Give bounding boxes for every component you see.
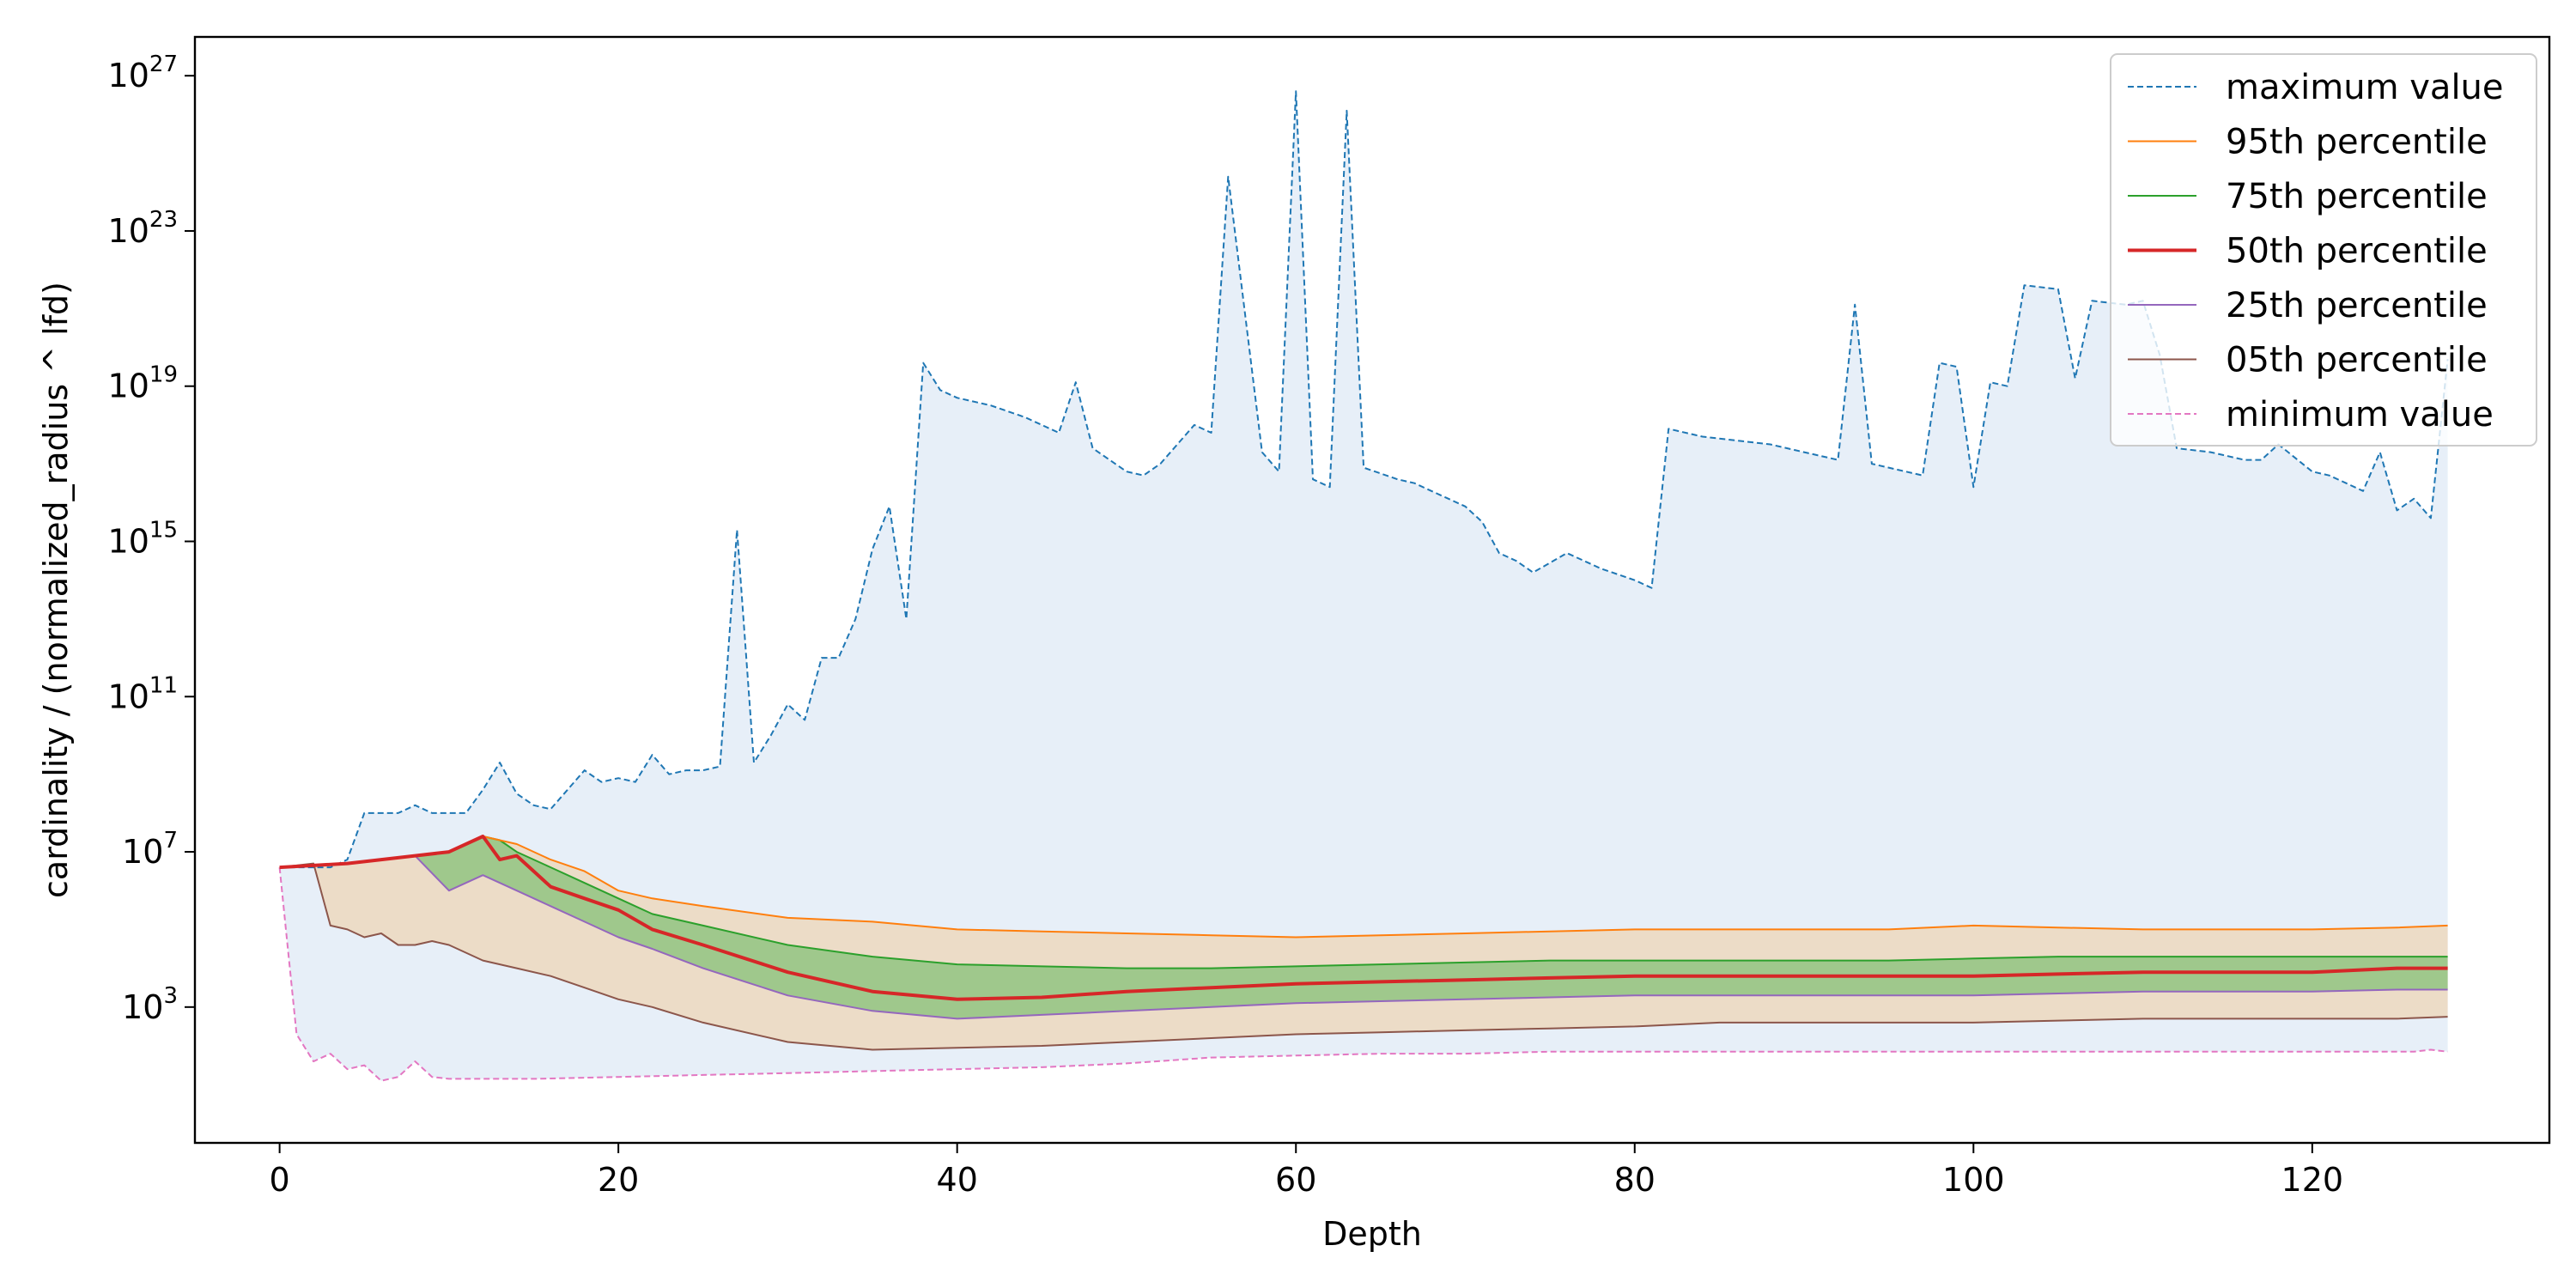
x-tick-label: 120 [2281,1161,2344,1199]
legend-box [2110,53,2537,447]
y-tick-label: 1019 [108,362,178,405]
x-tick-label: 0 [270,1161,290,1199]
legend-entry-label: 75th percentile [2226,177,2488,216]
x-tick-label: 60 [1275,1161,1316,1199]
legend-entry-label: maximum value [2226,68,2504,107]
plot-frame [193,35,2551,1145]
legend-entry-label: 25th percentile [2226,286,2488,325]
series-line-25th-percentile [279,854,2448,1020]
y-tick-label: 1011 [108,672,178,715]
x-tick-label: 100 [1942,1161,2005,1199]
band-75-25 [279,836,2448,1019]
axes: 0 20 40 60 80 100 120 103 107 1011 1015 1019 1023 102… [37,35,2551,1253]
series-lines [278,90,2449,1082]
series-line-05th-percentile [279,862,2448,1051]
legend-entry-label: minimum value [2226,395,2494,434]
fill-bands [279,91,2448,1081]
legend: maximum value 95th percentile 75th percent… [2110,53,2537,447]
y-tick-label: 1015 [108,518,178,561]
legend-entry-label: 05th percentile [2226,341,2488,380]
series-line-maximum-value [279,90,2449,869]
legend-entry-label: 50th percentile [2226,232,2488,271]
y-tick-label: 1027 [108,52,178,94]
series-line-minimum-value [278,866,2448,1082]
x-tick-label: 40 [937,1161,978,1199]
x-tick-label: 20 [598,1161,639,1199]
series-line-50th-percentile [279,835,2448,1001]
y-tick-label: 103 [122,983,178,1026]
legend-entry-label: 95th percentile [2226,123,2488,162]
y-axis-label: cardinality / (normalized_radius ^ lfd) [37,282,75,898]
y-tick-label: 107 [122,828,178,871]
y-tick-label: 1023 [108,207,178,250]
band-max-min [279,91,2448,1081]
x-tick-label: 80 [1614,1161,1656,1199]
x-axis-label: Depth [1322,1215,1422,1253]
